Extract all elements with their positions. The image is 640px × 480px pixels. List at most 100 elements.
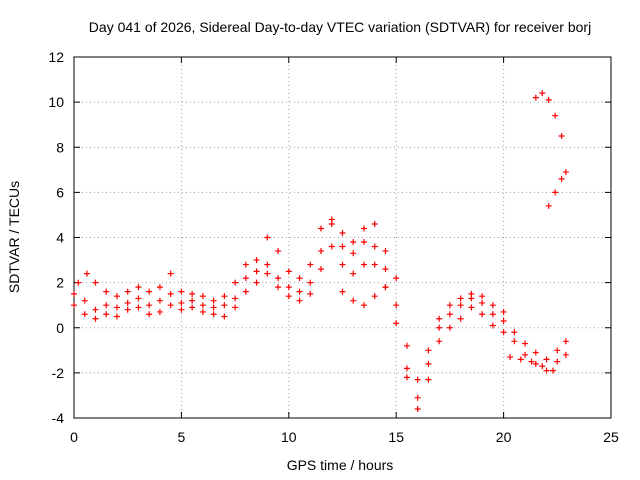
data-point (457, 315, 464, 322)
data-point (414, 394, 421, 401)
data-point (199, 293, 206, 300)
data-point (382, 266, 389, 273)
data-point (446, 324, 453, 331)
series-track-d (339, 284, 389, 309)
series-track-b (71, 243, 569, 412)
data-point (339, 261, 346, 268)
data-point (221, 293, 228, 300)
data-point (479, 293, 486, 300)
data-point (532, 360, 539, 367)
x-tick-label: 15 (388, 429, 404, 445)
data-point (500, 308, 507, 315)
data-point (528, 358, 535, 365)
chart-title: Day 041 of 2026, Sidereal Day-to-day VTE… (89, 19, 591, 35)
data-point (113, 304, 120, 311)
x-axis-label: GPS time / hours (287, 457, 394, 473)
data-point (500, 329, 507, 336)
data-point (500, 317, 507, 324)
data-point (350, 270, 357, 277)
data-point (318, 266, 325, 273)
data-point (156, 284, 163, 291)
data-point (103, 288, 110, 295)
data-point (543, 367, 550, 374)
data-point (328, 216, 335, 223)
data-point (296, 275, 303, 282)
data-point (71, 290, 77, 297)
data-point (210, 297, 217, 304)
data-point (221, 313, 228, 320)
data-point (156, 308, 163, 315)
data-point (350, 250, 357, 257)
data-point (92, 306, 99, 313)
data-point (275, 248, 282, 255)
data-point (178, 299, 185, 306)
data-point (425, 347, 432, 354)
data-point (539, 90, 546, 97)
data-point (436, 324, 443, 331)
data-point (468, 290, 475, 297)
data-point (92, 315, 99, 322)
data-point (210, 311, 217, 318)
data-point (167, 290, 174, 297)
data-point (81, 311, 88, 318)
data-point (253, 257, 260, 264)
data-point (242, 288, 249, 295)
data-point (103, 311, 110, 318)
data-point (393, 320, 400, 327)
data-point (264, 234, 271, 241)
data-point (393, 302, 400, 309)
data-point (232, 295, 239, 302)
data-point (232, 304, 239, 311)
data-point (425, 376, 432, 383)
series-track-g (545, 169, 569, 209)
data-point (146, 311, 153, 318)
data-point (554, 358, 561, 365)
data-point (479, 299, 486, 306)
data-point (178, 306, 185, 313)
data-point (75, 279, 82, 286)
data-point (189, 290, 196, 297)
series-track-f (532, 90, 565, 139)
data-point (285, 268, 292, 275)
data-point (199, 308, 206, 315)
data-point (124, 306, 131, 313)
data-point (532, 349, 539, 356)
data-point (517, 356, 524, 363)
y-axis-label: SDTVAR / TECUs (6, 181, 22, 293)
data-point (339, 288, 346, 295)
data-point (83, 270, 90, 277)
y-tick-label: 0 (56, 320, 64, 336)
data-point (511, 329, 518, 336)
data-point (382, 284, 389, 291)
data-point (350, 297, 357, 304)
data-point (146, 288, 153, 295)
data-point (371, 220, 378, 227)
y-tick-label: 8 (56, 139, 64, 155)
series-track-c (75, 216, 507, 383)
data-point (562, 351, 569, 358)
y-tick-label: 4 (56, 230, 64, 246)
data-point (135, 295, 142, 302)
data-point (307, 290, 314, 297)
data-point (403, 374, 410, 381)
x-tick-label: 20 (496, 429, 512, 445)
data-point (489, 322, 496, 329)
data-point (457, 302, 464, 309)
data-point (522, 351, 529, 358)
y-tick-label: 6 (56, 184, 64, 200)
data-point (507, 354, 514, 361)
y-tick-label: 10 (48, 94, 64, 110)
data-point (296, 297, 303, 304)
data-point (167, 270, 174, 277)
axis-ticks: 0 5 10 15 20 25 -4 -2 0 2 4 6 8 10 12 (48, 49, 619, 445)
data-point (253, 268, 260, 275)
data-point (189, 304, 196, 311)
data-point (135, 304, 142, 311)
data-point (103, 302, 110, 309)
data-point (146, 302, 153, 309)
series-track-a (71, 220, 569, 401)
data-point (124, 299, 131, 306)
data-point (360, 239, 367, 246)
data-point (414, 376, 421, 383)
